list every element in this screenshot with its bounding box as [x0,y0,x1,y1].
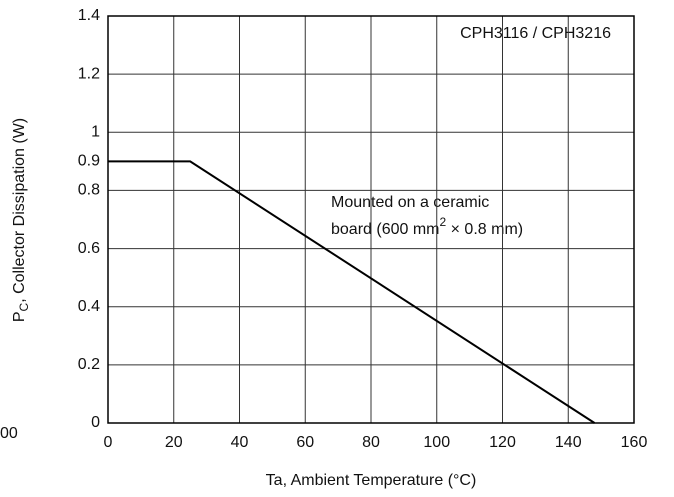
y-tick-label: 0.6 [78,240,100,257]
annotation-part: board (600 mm [331,221,440,238]
y-label-sub: C [17,302,31,311]
annotation: Mounted on a ceramic [331,194,489,211]
x-tick-label: 0 [104,434,113,451]
y-tick-label: 0 [91,414,100,431]
y-tick-label: 1 [91,124,100,141]
annotation-part: × 0.8 mm) [446,221,523,238]
y-tick-label: 0.2 [78,356,100,373]
x-tick-label: 120 [489,434,516,451]
x-tick-label: 80 [362,434,380,451]
edge-text: 00 [0,425,18,442]
x-tick-label: 60 [296,434,314,451]
annotation-sup: 2 [440,215,447,229]
y-tick-label: 0.8 [78,182,100,199]
data-line [108,160,596,424]
y-tick-label: 0.4 [78,298,100,315]
y-tick-label: 1.4 [78,7,100,24]
model-label: CPH3116 / CPH3216 [460,25,611,42]
y-tick-label: 0.9 [78,153,100,170]
y-axis-label: PC, Collector Dissipation (W) [11,118,31,322]
x-tick-label: 20 [165,434,183,451]
x-tick-label: 160 [621,434,648,451]
plot-frame [107,15,635,424]
y-label-rest: , Collector Dissipation (W) [11,118,28,303]
y-tick-label: 1.2 [78,65,100,82]
x-axis-label: Ta, Ambient Temperature (°C) [266,472,477,489]
x-tick-label: 100 [423,434,450,451]
x-tick-label: 140 [555,434,582,451]
x-tick-label: 40 [231,434,249,451]
annotation: board (600 mm2 × 0.8 mm) [331,215,523,238]
y-label-main: P [11,311,28,322]
